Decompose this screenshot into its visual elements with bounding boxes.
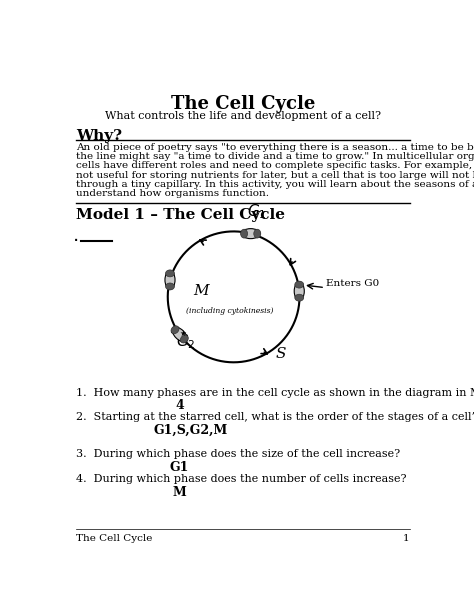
Text: G1,S,G2,M: G1,S,G2,M	[154, 424, 228, 437]
Text: through a tiny capillary. In this activity, you will learn about the seasons of : through a tiny capillary. In this activi…	[76, 180, 474, 189]
Text: What controls the life and development of a cell?: What controls the life and development o…	[105, 110, 381, 121]
Text: (including cytokinesis): (including cytokinesis)	[186, 306, 273, 314]
Text: 4.  During which phase does the number of cells increase?: 4. During which phase does the number of…	[76, 474, 407, 484]
Text: understand how organisms function.: understand how organisms function.	[76, 189, 269, 198]
Ellipse shape	[171, 326, 179, 333]
Text: the line might say "a time to divide and a time to grow." In multicellular organ: the line might say "a time to divide and…	[76, 152, 474, 161]
Ellipse shape	[165, 271, 175, 289]
Ellipse shape	[172, 327, 187, 342]
Ellipse shape	[294, 282, 304, 300]
Ellipse shape	[254, 229, 261, 238]
Text: $G_2$: $G_2$	[176, 332, 195, 351]
Text: ·: ·	[73, 232, 80, 251]
Ellipse shape	[165, 283, 174, 290]
Text: The Cell Cycle: The Cell Cycle	[171, 95, 315, 113]
Text: 3.  During which phase does the size of the cell increase?: 3. During which phase does the size of t…	[76, 449, 401, 459]
Text: cells have different roles and need to complete specific tasks. For example, a c: cells have different roles and need to c…	[76, 161, 474, 170]
Text: ★: ★	[179, 329, 186, 338]
Ellipse shape	[241, 229, 247, 238]
Text: S: S	[275, 348, 286, 361]
Ellipse shape	[180, 335, 188, 343]
Text: M: M	[193, 284, 209, 298]
Text: An old piece of poetry says "to everything there is a season... a time to be bor: An old piece of poetry says "to everythi…	[76, 143, 474, 152]
Text: $G_1$: $G_1$	[247, 202, 267, 221]
Ellipse shape	[295, 281, 304, 288]
Text: 4: 4	[175, 399, 184, 413]
Text: G1: G1	[170, 461, 189, 474]
Ellipse shape	[295, 294, 304, 301]
Text: Model 1 – The Cell Cycle: Model 1 – The Cell Cycle	[76, 208, 285, 223]
Text: M: M	[173, 485, 186, 498]
Text: 1.  How many phases are in the cell cycle as shown in the diagram in Model 1?: 1. How many phases are in the cell cycle…	[76, 387, 474, 398]
Text: not useful for storing nutrients for later, but a cell that is too large will no: not useful for storing nutrients for lat…	[76, 170, 474, 180]
Ellipse shape	[241, 229, 260, 238]
Text: Why?: Why?	[76, 129, 122, 143]
Text: 2.  Starting at the starred cell, what is the order of the stages of a cell’s li: 2. Starting at the starred cell, what is…	[76, 413, 474, 422]
Text: Enters G0: Enters G0	[326, 278, 379, 287]
Text: 1: 1	[403, 534, 410, 543]
Text: The Cell Cycle: The Cell Cycle	[76, 534, 153, 543]
Ellipse shape	[165, 270, 174, 277]
